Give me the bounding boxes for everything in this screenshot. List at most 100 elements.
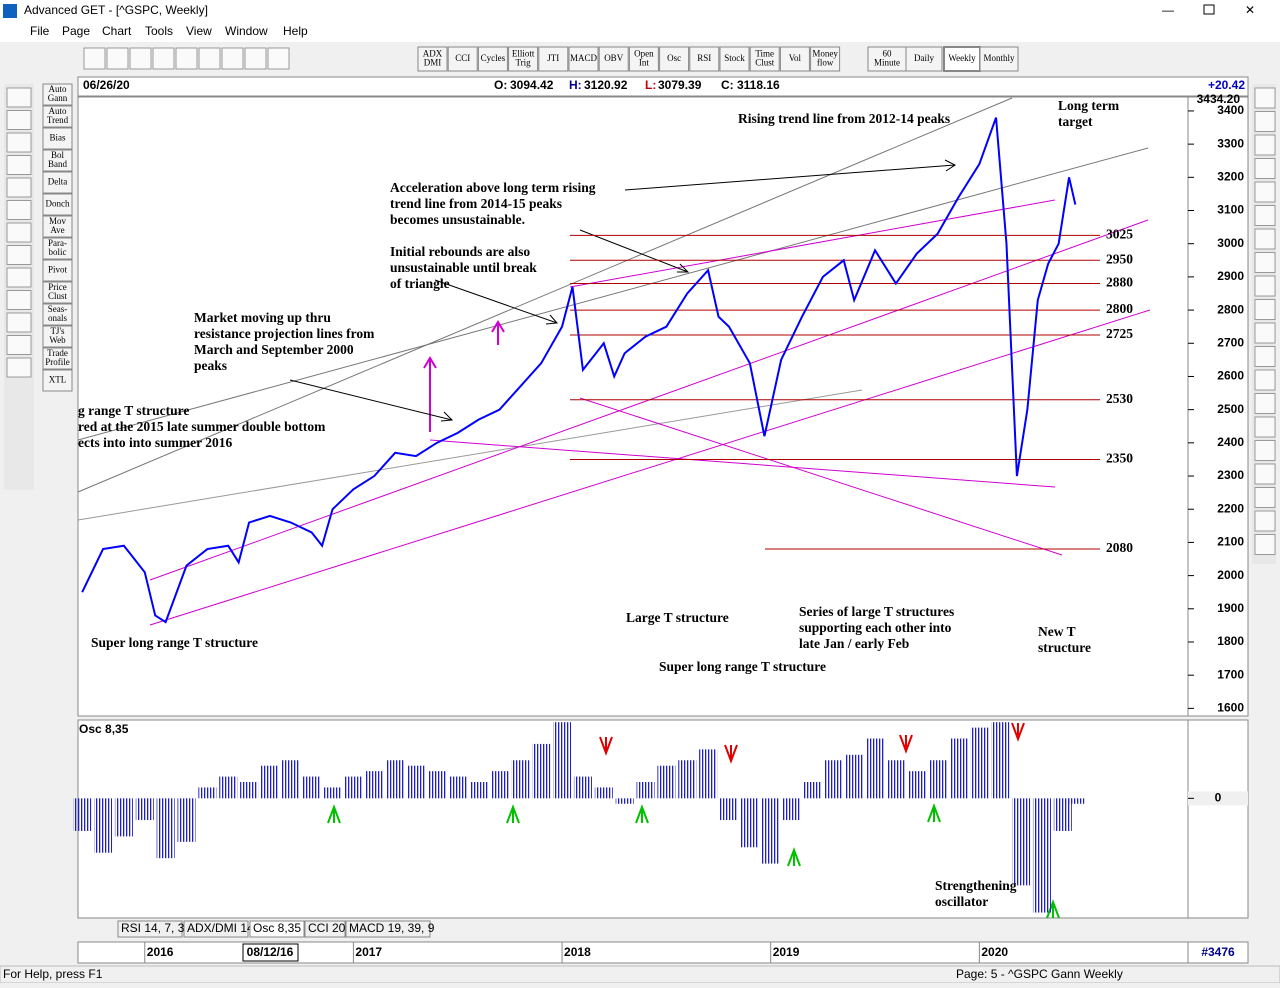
menu-item[interactable]: Tools	[145, 24, 173, 38]
right-tool[interactable]	[1254, 393, 1276, 414]
tool-button[interactable]	[42, 149, 73, 172]
right-tool[interactable]	[1254, 534, 1276, 555]
cursor-date-box	[242, 943, 299, 962]
toolbar-button[interactable]	[628, 46, 659, 72]
std-button[interactable]	[106, 47, 129, 70]
right-tool[interactable]	[1254, 369, 1276, 391]
right-tool[interactable]	[1254, 275, 1276, 297]
menu-item[interactable]: Help	[283, 24, 308, 38]
left-tool[interactable]	[6, 290, 32, 310]
toolbar-button[interactable]	[749, 46, 780, 72]
left-tool[interactable]	[6, 245, 32, 265]
tool-button[interactable]	[42, 83, 73, 106]
tab[interactable]	[304, 920, 346, 938]
toolbar-button[interactable]	[568, 46, 599, 72]
period-button[interactable]	[979, 46, 1019, 72]
tab[interactable]	[345, 920, 431, 938]
right-tool[interactable]	[1254, 111, 1276, 132]
toolbar-button-label: Clust	[755, 58, 775, 68]
right-tool[interactable]	[1254, 416, 1276, 438]
left-tool[interactable]	[6, 357, 32, 378]
std-button[interactable]	[152, 47, 175, 70]
left-tool[interactable]	[6, 110, 32, 130]
std-button[interactable]	[129, 47, 152, 70]
left-tool[interactable]	[6, 177, 32, 198]
tool-button[interactable]	[42, 369, 73, 392]
toolbar-button[interactable]	[810, 46, 841, 72]
right-tool[interactable]	[1254, 346, 1276, 367]
tool-button[interactable]	[42, 347, 73, 370]
tab[interactable]	[117, 920, 183, 938]
tool-button[interactable]	[42, 193, 73, 216]
menu-item[interactable]: File	[30, 24, 50, 38]
right-tool[interactable]	[1254, 322, 1276, 344]
toolbar-button[interactable]	[508, 46, 539, 72]
std-button[interactable]	[244, 47, 267, 70]
menu-item[interactable]: Page	[62, 24, 90, 38]
right-tool[interactable]	[1254, 228, 1276, 250]
tool-button[interactable]	[42, 215, 73, 238]
right-tool[interactable]	[1254, 252, 1276, 273]
toolbar-button[interactable]	[779, 46, 810, 72]
menu-item[interactable]: Chart	[102, 24, 132, 38]
left-tool[interactable]	[6, 267, 32, 288]
minimize[interactable]: —	[1162, 3, 1174, 17]
toolbar-button[interactable]	[689, 46, 720, 72]
toolbar-button[interactable]	[447, 46, 478, 72]
std-button[interactable]	[198, 47, 221, 70]
close[interactable]: ✕	[1245, 3, 1255, 17]
toolbar-button[interactable]	[659, 46, 690, 72]
osc-bar	[991, 722, 1010, 799]
change: +20.42	[1208, 78, 1245, 92]
level-label: 2530	[1106, 391, 1133, 406]
tab[interactable]	[249, 920, 305, 938]
osc-bar	[907, 771, 926, 799]
toolbar-button[interactable]	[417, 46, 448, 72]
left-tool[interactable]	[6, 87, 32, 108]
ohlc-label: L:	[645, 78, 656, 92]
tool-button[interactable]	[42, 105, 73, 128]
tool-button[interactable]	[42, 325, 73, 348]
tool-button-label: Ave	[50, 225, 64, 235]
period-button[interactable]	[943, 46, 981, 72]
tab[interactable]	[183, 920, 249, 938]
std-button[interactable]	[83, 47, 106, 70]
period-button[interactable]	[867, 46, 907, 72]
right-tool[interactable]	[1254, 158, 1276, 179]
tool-button[interactable]	[42, 259, 73, 282]
osc-bar	[94, 798, 113, 853]
tool-button[interactable]	[42, 127, 73, 150]
left-tool[interactable]	[6, 155, 32, 175]
toolbar-button[interactable]	[477, 46, 508, 72]
left-tool[interactable]	[6, 132, 32, 153]
right-tool[interactable]	[1254, 510, 1276, 532]
right-tool[interactable]	[1254, 134, 1276, 156]
right-tool[interactable]	[1254, 463, 1276, 485]
osc-bar	[970, 727, 989, 799]
left-tool[interactable]	[6, 222, 32, 243]
std-button[interactable]	[175, 47, 198, 70]
right-tool[interactable]	[1254, 487, 1276, 508]
right-tool[interactable]	[1254, 299, 1276, 320]
right-tool[interactable]	[1254, 181, 1276, 203]
std-button[interactable]	[221, 47, 244, 70]
tool-button[interactable]	[42, 303, 73, 326]
std-button[interactable]	[267, 47, 290, 70]
tool-button[interactable]	[42, 237, 73, 260]
osc-bar	[761, 798, 780, 864]
restore[interactable]	[1203, 4, 1215, 15]
tool-button[interactable]	[42, 281, 73, 304]
toolbar-button[interactable]	[719, 46, 750, 72]
left-tool[interactable]	[6, 335, 32, 355]
tool-button[interactable]	[42, 171, 73, 194]
right-tool[interactable]	[1254, 87, 1276, 109]
menu-item[interactable]: View	[186, 24, 212, 38]
period-button[interactable]	[905, 46, 943, 72]
left-tool[interactable]	[6, 200, 32, 220]
toolbar-button[interactable]	[598, 46, 629, 72]
right-tool[interactable]	[1254, 440, 1276, 461]
left-tool[interactable]	[6, 312, 32, 333]
menu-item[interactable]: Window	[225, 24, 268, 38]
right-tool[interactable]	[1254, 205, 1276, 226]
toolbar-button[interactable]	[538, 46, 569, 72]
